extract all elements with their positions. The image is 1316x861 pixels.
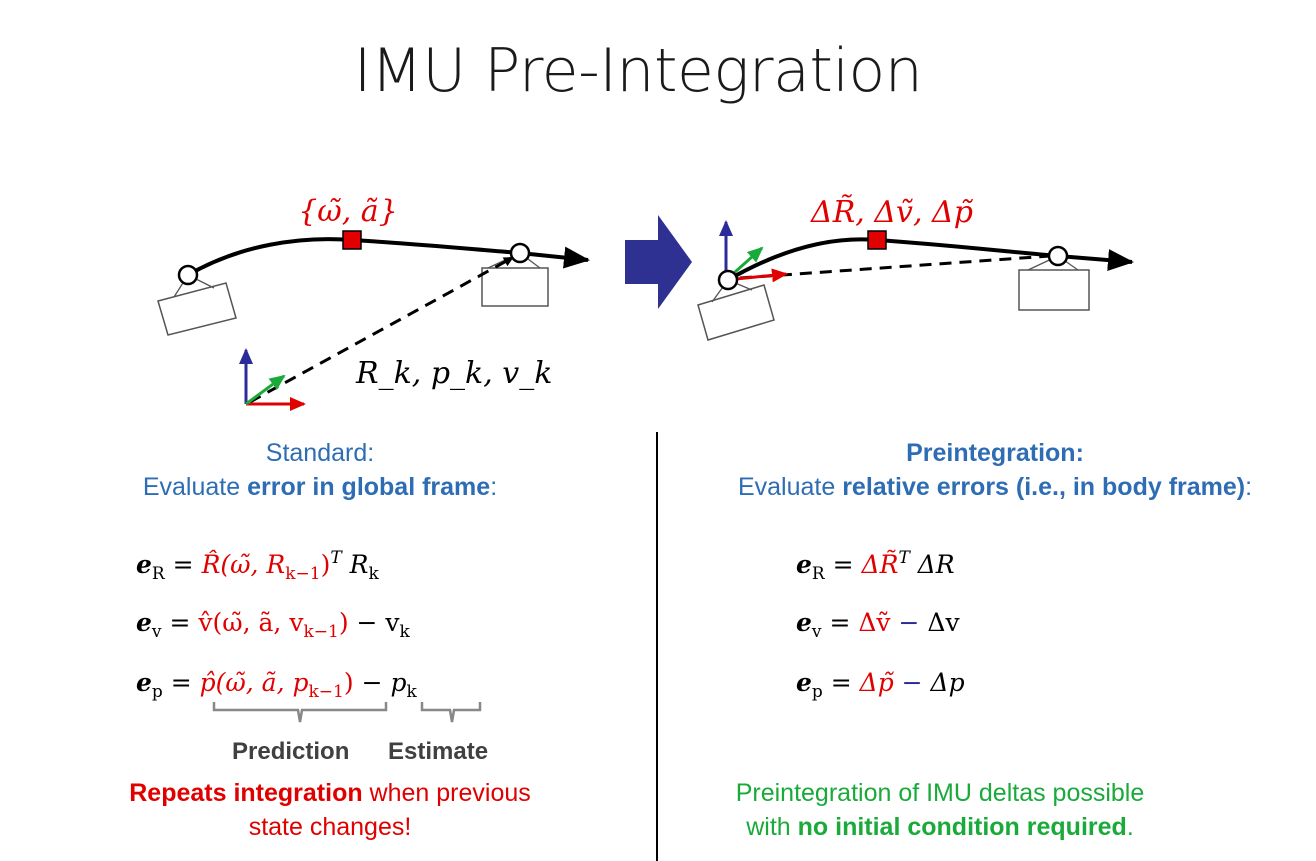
left-equation-v: ev = v̂(ω̃, ã, vk−1) − vk — [136, 608, 410, 642]
left-heading-line1: Standard: — [265, 439, 375, 467]
left-heading: Standard: Evaluate error in global frame… — [80, 436, 560, 504]
estimate-label: Estimate — [388, 738, 489, 765]
left-heading-line2: Evaluate error in global frame: — [80, 470, 560, 504]
left-note-line1: Repeats integration when previous — [60, 776, 600, 810]
right-note-prefix: with — [746, 813, 798, 841]
left-dashed-arrow — [249, 256, 514, 404]
left-diagram: {ω̃, ã} R_k, p_k, v_k — [157, 194, 590, 411]
right-dashed-line — [739, 254, 1051, 280]
page-title: IMU Pre-Integration — [353, 36, 923, 106]
underbraces — [212, 702, 482, 723]
right-equation-r: eR = ΔR̃T ΔR — [796, 548, 955, 584]
right-heading: Preintegration: Evaluate relative errors… — [680, 436, 1310, 504]
left-heading-bold: error in global frame — [247, 473, 491, 501]
left-note-bold: Repeats integration — [129, 779, 363, 807]
right-heading-bold: relative errors (i.e., in body frame) — [842, 473, 1246, 501]
right-delta-label: ΔR̃, Δṽ, Δp̃ — [810, 195, 974, 230]
right-start-node — [717, 269, 739, 291]
left-note-line2: state changes! — [248, 813, 412, 841]
right-note-line1: Preintegration of IMU deltas possible — [735, 779, 1145, 807]
estimate-brace — [420, 702, 482, 723]
right-equation-p: ep = Δp̃ − Δp — [796, 668, 965, 702]
prediction-label: Prediction — [232, 738, 350, 765]
left-note: Repeats integration when previous state … — [60, 776, 600, 844]
left-note-rest: when previous — [362, 779, 531, 807]
left-imu-marker — [342, 230, 362, 250]
right-note-bold: no initial condition required — [797, 813, 1127, 841]
left-measurement-label: {ω̃, ã} — [298, 194, 398, 229]
left-camera-start — [157, 274, 237, 336]
left-equation-p: ep = p̂(ω̃, ã, pk−1) − pk — [136, 668, 417, 702]
left-heading-prefix: Evaluate — [142, 473, 248, 501]
right-heading-prefix: Evaluate — [737, 473, 843, 501]
right-camera-start — [697, 279, 775, 341]
right-note-suffix: . — [1126, 813, 1134, 841]
left-axis-y — [245, 374, 286, 406]
left-end-node — [509, 242, 531, 264]
right-note: Preintegration of IMU deltas possible wi… — [660, 776, 1220, 844]
left-heading-suffix: : — [490, 473, 498, 501]
transition-arrow — [625, 215, 692, 309]
right-heading-line1: Preintegration: — [906, 439, 1084, 467]
right-imu-marker — [867, 230, 887, 250]
right-diagram: ΔR̃, Δṽ, Δp̃ — [697, 195, 1134, 341]
prediction-brace — [212, 702, 388, 723]
left-equation-r: eR = R̂(ω̃, Rk−1)T Rk — [136, 548, 379, 584]
column-divider — [656, 432, 658, 861]
right-heading-suffix: : — [1245, 473, 1253, 501]
right-equation-v: ev = Δṽ − Δv — [796, 608, 960, 642]
right-note-line2: with no initial condition required. — [660, 810, 1220, 844]
right-end-node — [1047, 245, 1069, 267]
left-camera-end — [481, 252, 549, 307]
left-state-label: R_k, p_k, v_k — [355, 356, 552, 391]
trajectory-diagram: {ω̃, ã} R_k, p_k, v_k ΔR̃, Δṽ, Δp̃ — [157, 194, 1134, 411]
right-heading-line2: Evaluate relative errors (i.e., in body … — [680, 470, 1310, 504]
left-start-node — [177, 264, 199, 286]
